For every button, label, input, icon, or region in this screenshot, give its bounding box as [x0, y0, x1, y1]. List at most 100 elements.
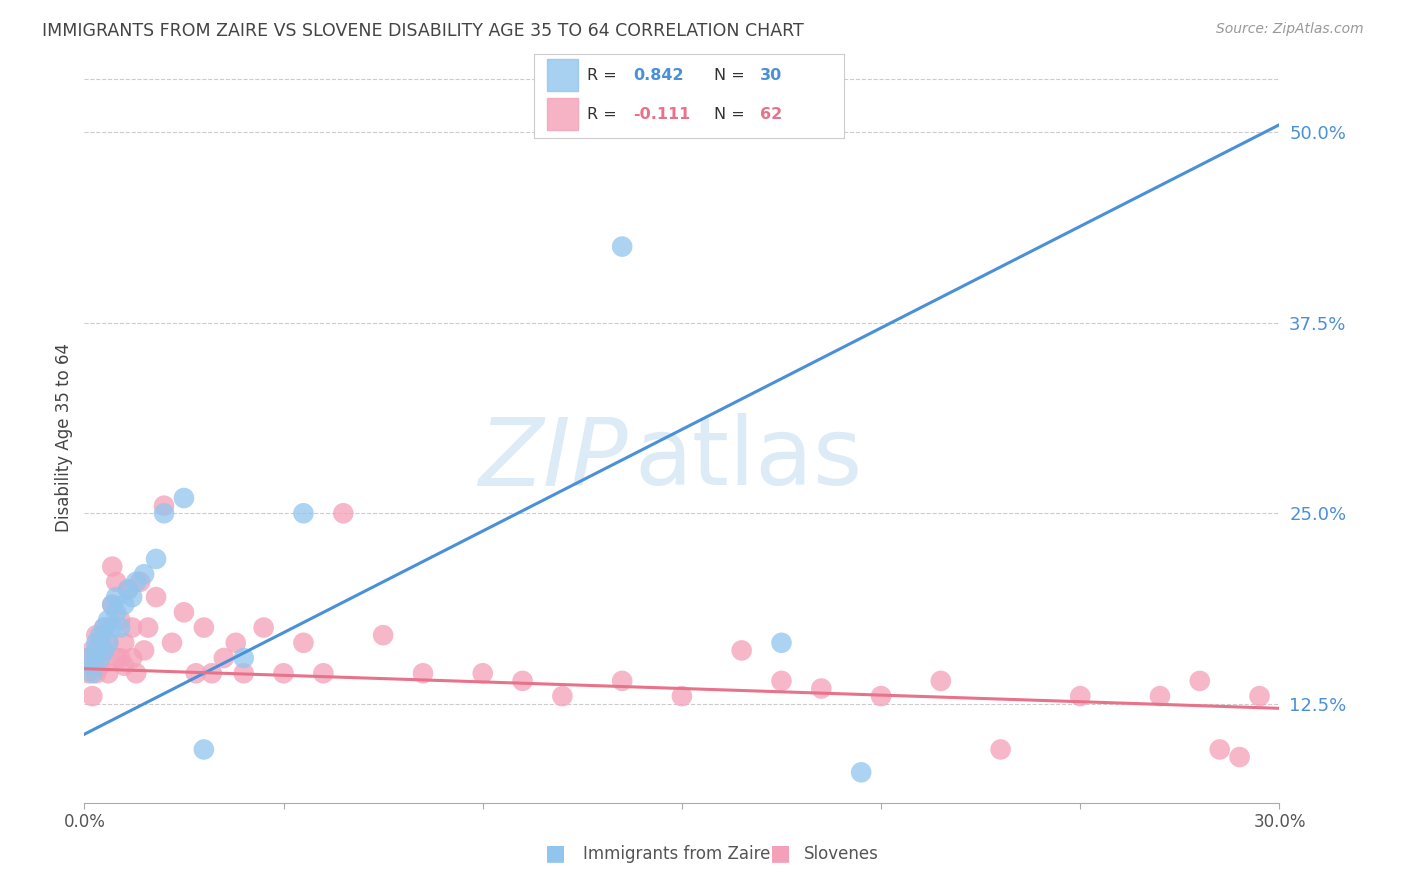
Point	[232, 666, 254, 681]
Point	[89, 636, 111, 650]
Point	[82, 643, 104, 657]
Point	[292, 636, 315, 650]
Point	[1209, 742, 1232, 756]
Point	[1149, 689, 1171, 703]
Point	[810, 681, 832, 696]
Point	[153, 499, 176, 513]
Point	[145, 590, 167, 604]
Point	[332, 506, 354, 520]
Text: R =: R =	[586, 69, 621, 84]
Point	[86, 666, 108, 681]
Point	[105, 651, 128, 665]
Point	[225, 636, 247, 650]
Point	[105, 574, 128, 589]
Point	[136, 621, 159, 635]
Point	[551, 689, 574, 703]
Point	[112, 598, 135, 612]
Point	[870, 689, 893, 703]
Point	[1069, 689, 1091, 703]
Point	[117, 582, 139, 597]
Point	[373, 628, 395, 642]
Point	[160, 636, 183, 650]
Point	[97, 666, 120, 681]
Point	[89, 628, 111, 642]
Point	[101, 559, 124, 574]
Text: Slovenes: Slovenes	[804, 846, 879, 863]
Point	[471, 666, 494, 681]
Point	[201, 666, 224, 681]
Point	[612, 239, 634, 253]
Point	[125, 666, 148, 681]
Point	[77, 666, 100, 681]
Point	[89, 658, 111, 673]
Point	[86, 651, 108, 665]
Point	[93, 643, 115, 657]
Point	[112, 636, 135, 650]
Point	[292, 506, 315, 520]
Point	[112, 658, 135, 673]
Point	[101, 598, 124, 612]
Point	[312, 666, 335, 681]
Point	[89, 651, 111, 665]
Text: -0.111: -0.111	[633, 107, 690, 121]
Point	[770, 636, 793, 650]
Text: ■: ■	[770, 844, 790, 863]
Text: 30: 30	[761, 69, 782, 84]
Point	[77, 651, 100, 665]
Point	[1249, 689, 1271, 703]
Point	[412, 666, 434, 681]
Point	[121, 621, 143, 635]
Text: N =: N =	[714, 107, 749, 121]
Point	[770, 673, 793, 688]
Point	[97, 636, 120, 650]
Point	[929, 673, 952, 688]
Point	[273, 666, 295, 681]
Point	[145, 552, 167, 566]
Point	[193, 742, 215, 756]
Point	[173, 605, 195, 619]
Point	[132, 567, 156, 582]
Point	[93, 621, 115, 635]
Text: 0.842: 0.842	[633, 69, 683, 84]
Point	[1229, 750, 1251, 764]
Point	[82, 689, 104, 703]
Text: Immigrants from Zaire: Immigrants from Zaire	[583, 846, 770, 863]
Point	[93, 621, 115, 635]
Point	[77, 651, 100, 665]
Point	[97, 613, 120, 627]
Text: ZIP: ZIP	[478, 414, 628, 505]
Point	[117, 582, 139, 597]
Point	[232, 651, 254, 665]
Bar	[547, 59, 578, 91]
Bar	[547, 97, 578, 130]
Text: N =: N =	[714, 69, 749, 84]
Text: 62: 62	[761, 107, 782, 121]
Point	[731, 643, 754, 657]
Point	[851, 765, 873, 780]
Point	[125, 574, 148, 589]
Point	[512, 673, 534, 688]
Point	[132, 643, 156, 657]
Point	[110, 621, 132, 635]
Point	[671, 689, 693, 703]
Point	[253, 621, 276, 635]
Point	[86, 643, 108, 657]
Point	[93, 643, 115, 657]
Point	[101, 621, 124, 635]
Text: IMMIGRANTS FROM ZAIRE VS SLOVENE DISABILITY AGE 35 TO 64 CORRELATION CHART: IMMIGRANTS FROM ZAIRE VS SLOVENE DISABIL…	[42, 22, 804, 40]
Point	[990, 742, 1012, 756]
Point	[129, 574, 152, 589]
Point	[193, 621, 215, 635]
Point	[105, 605, 128, 619]
Point	[86, 628, 108, 642]
Point	[1188, 673, 1211, 688]
Point	[110, 613, 132, 627]
Point	[105, 590, 128, 604]
Point	[153, 506, 176, 520]
Point	[82, 658, 104, 673]
Text: R =: R =	[586, 107, 621, 121]
Point	[101, 598, 124, 612]
Point	[612, 673, 634, 688]
Point	[184, 666, 207, 681]
Point	[121, 651, 143, 665]
